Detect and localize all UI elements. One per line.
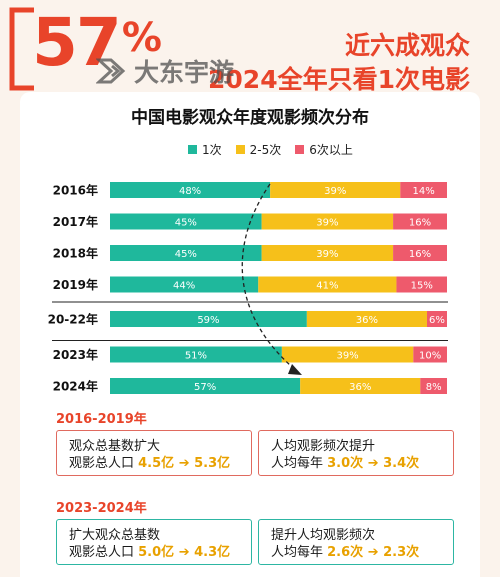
headline-percentage: 57%	[32, 10, 162, 76]
bar-segment	[261, 245, 394, 261]
bar-value-label: 59%	[197, 315, 219, 326]
section-title-2016-2019: 2016-2019年	[56, 412, 147, 427]
insight-detail: 观影总人口 4.5亿 ➔ 5.3亿	[69, 455, 239, 472]
insight-heading: 观众总基数扩大	[69, 439, 161, 454]
bar-segment	[393, 245, 447, 261]
legend-swatch-red	[295, 145, 305, 154]
bar-segment	[110, 245, 262, 261]
insight-detail: 人均每年 2.6次 ➔ 2.3次	[271, 544, 441, 561]
bar-value-label: 36%	[356, 315, 378, 326]
legend-label-2: 2-5次	[249, 143, 282, 157]
insight-prefix: 观影总人口	[69, 545, 139, 560]
insight-value: 4.5亿 ➔ 5.3亿	[138, 456, 231, 471]
insight-heading: 人均观影频次提升	[271, 439, 376, 454]
bar-segment	[110, 311, 307, 327]
bar-value-label: 10%	[419, 351, 441, 362]
legend-label-3: 6次以上	[309, 143, 353, 157]
category-label: 2023年	[53, 347, 98, 362]
bar-value-label: 45%	[175, 218, 197, 229]
insight-value: 3.0次 ➔ 3.4次	[327, 456, 420, 471]
insight-value: 2.6次 ➔ 2.3次	[327, 545, 420, 560]
bar-value-label: 8%	[426, 382, 442, 393]
category-label: 2017年	[53, 214, 98, 229]
bar-value-label: 14%	[413, 186, 435, 197]
bar-segment	[110, 378, 301, 394]
bar-segment	[400, 182, 447, 198]
category-label: 2016年	[53, 183, 98, 198]
bar-segment	[110, 213, 262, 230]
legend-item-2: 2-5次	[235, 141, 282, 158]
insight-heading: 扩大观众总基数	[69, 528, 161, 543]
legend-item-1: 1次	[188, 141, 222, 158]
bar-value-label: 16%	[409, 249, 431, 260]
bar-value-label: 39%	[316, 218, 338, 229]
category-label: 2024年	[53, 379, 98, 394]
watermark-logo-icon	[96, 58, 126, 84]
insight-value: 5.0亿 ➔ 4.3亿	[138, 545, 231, 560]
header-banner: 57% 近六成观众 2024全年只看1次电影	[0, 0, 500, 100]
bar-segment	[396, 276, 447, 293]
insight-box-audience-growth: 观众总基数扩大 观影总人口 4.5亿 ➔ 5.3亿	[56, 430, 252, 476]
trend-arrow-head-icon	[288, 364, 302, 375]
bar-segment	[413, 346, 447, 363]
watermark-text: 大东宇游	[134, 58, 235, 87]
category-label: 2018年	[53, 246, 98, 261]
bar-value-label: 44%	[173, 281, 195, 292]
insight-prefix: 人均每年	[271, 456, 328, 471]
insight-detail: 人均每年 3.0次 ➔ 3.4次	[271, 455, 441, 472]
insight-box-frequency: 提升人均观影频次 人均每年 2.6次 ➔ 2.3次	[258, 519, 454, 565]
bar-value-label: 48%	[179, 186, 201, 197]
insight-box-frequency-growth: 人均观影频次提升 人均每年 3.0次 ➔ 3.4次	[258, 430, 454, 476]
bar-segment	[426, 311, 447, 327]
bar-segment	[258, 276, 397, 293]
bar-value-label: 36%	[349, 382, 371, 393]
section-title-2023-2024: 2023-2024年	[56, 501, 147, 516]
bar-segment	[420, 378, 447, 394]
legend-item-3: 6次以上	[295, 141, 353, 158]
stacked-bar-chart: 2016年 48% 39% 14% 2017年 45% 39% 16% 2018年 45% 39% 1…	[48, 182, 448, 394]
bar-segment	[261, 213, 394, 230]
bar-segment	[393, 213, 447, 230]
bar-value-label: 45%	[175, 249, 197, 260]
bar-value-label: 6%	[429, 315, 445, 326]
bar-segment	[306, 311, 427, 327]
bar-value-label: 39%	[316, 249, 338, 260]
bar-segment	[110, 276, 259, 293]
bar-value-label: 39%	[324, 186, 346, 197]
watermark: 大东宇游	[96, 54, 234, 88]
bar-value-label: 41%	[316, 281, 338, 292]
headline-unit: %	[121, 15, 162, 61]
bar-segment	[300, 378, 421, 394]
insight-prefix: 观影总人口	[69, 456, 139, 471]
chart-title: 中国电影观众年度观影频次分布	[131, 108, 369, 128]
bar-value-label: 51%	[185, 351, 207, 362]
headline-number: 57	[32, 4, 122, 81]
legend-label-1: 1次	[202, 143, 222, 157]
category-label: 20-22年	[48, 312, 98, 327]
insight-box-audience-base: 扩大观众总基数 观影总人口 5.0亿 ➔ 4.3亿	[56, 519, 252, 565]
legend-swatch-teal	[188, 145, 197, 154]
bar-segment	[270, 182, 401, 198]
legend-swatch-yellow	[235, 145, 245, 154]
corner-bracket-icon	[9, 7, 34, 91]
bar-segment	[281, 346, 414, 363]
bar-segment	[110, 182, 271, 198]
insight-heading: 提升人均观影频次	[271, 528, 376, 543]
chart-card	[20, 92, 480, 577]
bar-value-label: 57%	[194, 382, 216, 393]
headline-line-1: 近六成观众	[344, 31, 470, 60]
bar-segment	[110, 346, 282, 363]
category-label: 2019年	[53, 277, 98, 292]
insight-prefix: 人均每年	[271, 545, 328, 560]
bar-value-label: 16%	[409, 218, 431, 229]
chart-legend: 1次 2-5次 6次以上	[188, 141, 353, 158]
bar-value-label: 39%	[336, 351, 358, 362]
headline-line-2: 2024全年只看1次电影	[208, 65, 470, 94]
bar-value-label: 15%	[411, 281, 433, 292]
insight-detail: 观影总人口 5.0亿 ➔ 4.3亿	[69, 544, 239, 561]
trend-arrow	[241, 183, 299, 373]
